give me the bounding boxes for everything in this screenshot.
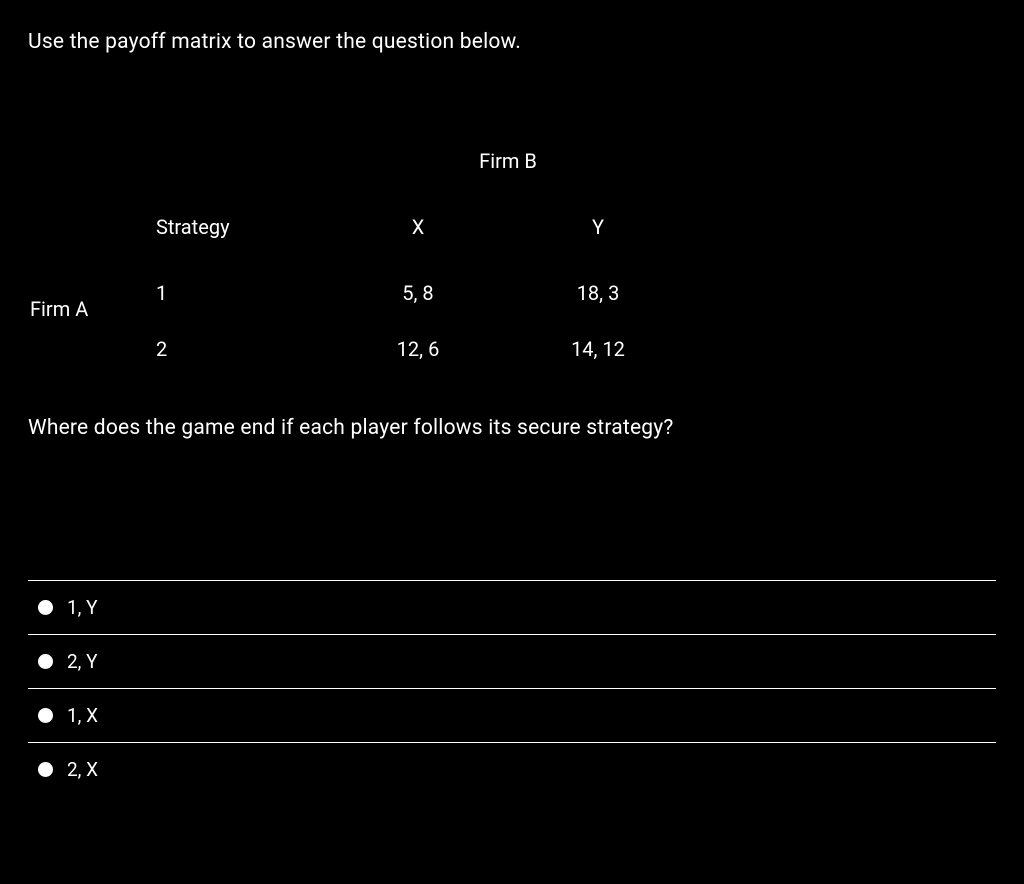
row2-strategy: 2: [148, 337, 328, 361]
col-player-label: Firm B: [328, 149, 688, 215]
header-col-x: X: [328, 215, 508, 281]
question-text: Where does the game end if each player f…: [28, 416, 996, 440]
option-2x[interactable]: 2, X: [28, 742, 996, 796]
radio-icon: [38, 762, 53, 777]
row1-strategy: 1: [148, 281, 328, 337]
option-label: 1, Y: [67, 596, 98, 619]
option-2y[interactable]: 2, Y: [28, 634, 996, 688]
payoff-table: Firm B Strategy X Y 1 5, 8 18, 3 2 12, 6…: [148, 149, 688, 361]
row1-col-y: 18, 3: [508, 281, 688, 337]
row2-col-x: 12, 6: [328, 337, 508, 361]
radio-icon: [38, 708, 53, 723]
radio-icon: [38, 654, 53, 669]
option-label: 2, X: [67, 758, 98, 781]
radio-icon: [38, 600, 53, 615]
row1-col-x: 5, 8: [328, 281, 508, 337]
row-player-label: Firm A: [28, 189, 148, 321]
option-label: 2, Y: [67, 650, 98, 673]
payoff-matrix: Firm A Firm B Strategy X Y 1 5, 8 18, 3 …: [28, 149, 996, 361]
header-strategy: Strategy: [148, 215, 328, 281]
option-1y[interactable]: 1, Y: [28, 580, 996, 634]
option-1x[interactable]: 1, X: [28, 688, 996, 742]
answer-options: 1, Y 2, Y 1, X 2, X: [28, 580, 996, 796]
option-label: 1, X: [67, 704, 98, 727]
header-col-y: Y: [508, 215, 688, 281]
prompt-text: Use the payoff matrix to answer the ques…: [28, 30, 996, 54]
row2-col-y: 14, 12: [508, 337, 688, 361]
